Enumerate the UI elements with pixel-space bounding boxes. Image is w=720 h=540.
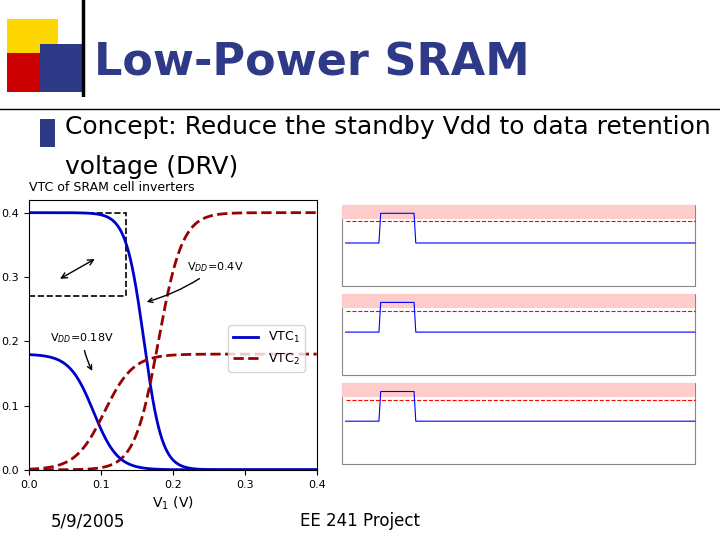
VTC$_2$ [249, 210, 258, 216]
VTC$_2$ [151, 353, 160, 359]
Bar [29, 213, 126, 296]
Bar [342, 205, 695, 286]
Bar [342, 294, 695, 308]
Legend: VTC$_1$, VTC$_2$: VTC$_1$, VTC$_2$ [228, 325, 305, 372]
Bar [342, 383, 695, 397]
Text: Low-Power SRAM: Low-Power SRAM [94, 42, 529, 85]
Bar [7, 19, 58, 92]
Text: Concept: Reduce the standby Vdd to data retention: Concept: Reduce the standby Vdd to data … [65, 115, 711, 139]
VTC$_1$ [141, 347, 150, 354]
VTC$_2$ [54, 467, 63, 473]
Line: VTC$_1$: VTC$_1$ [29, 213, 317, 470]
VTC$_1$ [312, 467, 321, 473]
Bar [342, 383, 695, 464]
Bar [40, 44, 83, 92]
Bar [7, 53, 40, 92]
VTC$_1$ [249, 467, 258, 473]
Text: EE 241 Project: EE 241 Project [300, 512, 420, 530]
Bar [342, 205, 695, 219]
VTC$_1$ [151, 411, 160, 418]
VTC$_2$ [24, 467, 33, 473]
VTC$_2$ [312, 210, 321, 216]
VTC$_1$ [254, 467, 263, 473]
Line: VTC$_2$: VTC$_2$ [29, 213, 317, 470]
VTC$_2$ [141, 402, 150, 409]
VTC$_2$ [254, 210, 263, 216]
X-axis label: V$_1$ (V): V$_1$ (V) [152, 495, 194, 512]
Text: voltage (DRV): voltage (DRV) [65, 155, 238, 179]
VTC$_1$ [222, 467, 231, 473]
Text: V$_{DD}$=0.4V: V$_{DD}$=0.4V [148, 260, 244, 302]
VTC$_1$ [24, 210, 33, 216]
Text: VTC of SRAM cell inverters: VTC of SRAM cell inverters [29, 181, 194, 194]
VTC$_2$ [222, 210, 231, 217]
VTC$_1$ [54, 210, 63, 216]
Text: 5/9/2005: 5/9/2005 [50, 512, 125, 530]
Bar [40, 119, 55, 147]
Bar [342, 294, 695, 375]
Text: V$_{DD}$=0.18V: V$_{DD}$=0.18V [50, 331, 114, 369]
